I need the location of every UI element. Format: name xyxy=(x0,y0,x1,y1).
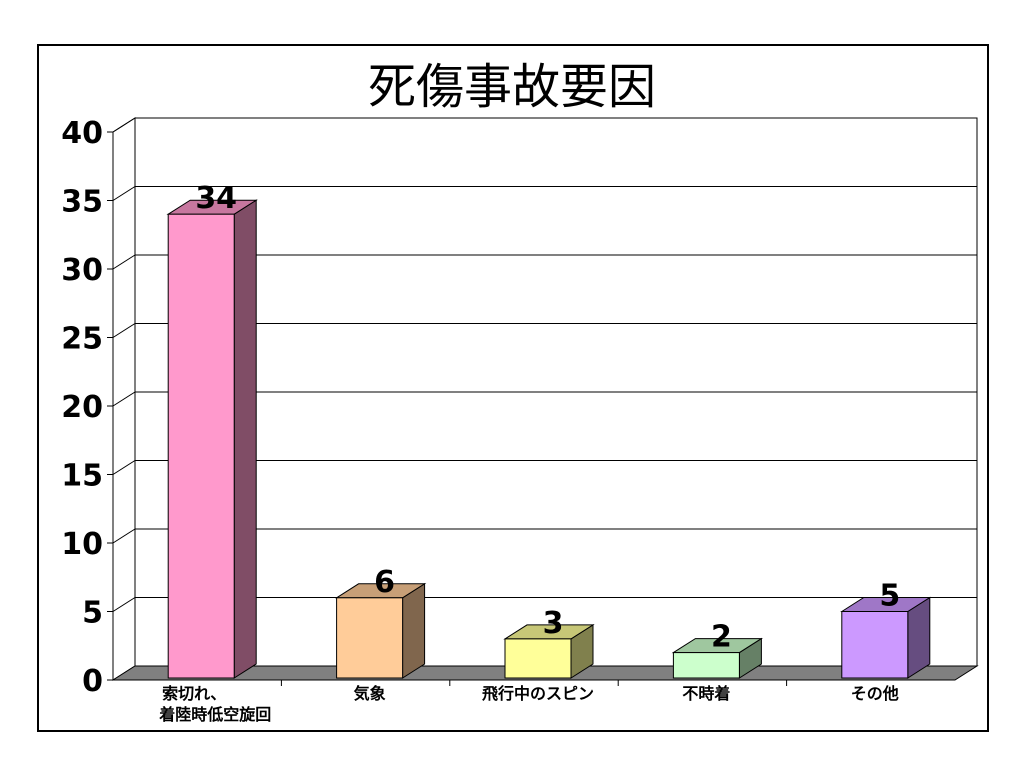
y-tick-label: 30 xyxy=(61,253,103,288)
chart-title: 死傷事故要因 xyxy=(368,59,656,115)
y-tick-label: 5 xyxy=(82,596,103,631)
y-tick-label: 10 xyxy=(61,527,103,562)
bar-side xyxy=(402,582,426,679)
gridline-side xyxy=(112,391,136,407)
y-tick-label: 40 xyxy=(61,116,103,151)
bar xyxy=(672,652,740,679)
bar xyxy=(336,597,404,679)
chart-frame xyxy=(37,44,989,732)
gridline-side xyxy=(112,254,136,270)
bar xyxy=(841,611,909,679)
gridline-side xyxy=(112,323,136,338)
x-tick-label: その他 xyxy=(851,684,899,703)
bar-data-label: 5 xyxy=(879,579,900,614)
y-tick-label: 25 xyxy=(61,322,103,357)
y-tick-label: 20 xyxy=(61,390,103,425)
x-tick-label: 不時着 xyxy=(682,684,730,703)
bar xyxy=(167,213,235,679)
gridline-side xyxy=(112,117,136,133)
gridline-side xyxy=(112,186,136,201)
gridline-side xyxy=(112,460,136,475)
x-tick-label: 飛行中のスピン xyxy=(481,684,594,703)
x-tick-label: 気象 xyxy=(354,684,386,703)
bar-data-label: 6 xyxy=(374,565,395,600)
gridline-side xyxy=(112,528,136,544)
bar-side xyxy=(233,199,257,679)
y-tick-label: 35 xyxy=(61,185,103,220)
bar xyxy=(504,638,572,679)
y-tick-label: 15 xyxy=(61,459,103,494)
bar-data-label: 2 xyxy=(711,620,732,655)
gridline-side xyxy=(112,597,136,612)
bar-data-label: 3 xyxy=(543,606,564,641)
bar-data-label: 34 xyxy=(195,181,237,216)
x-tick-label: 索切れ、着陸時低空旋回 xyxy=(158,684,271,724)
y-tick-label: 0 xyxy=(82,664,103,699)
